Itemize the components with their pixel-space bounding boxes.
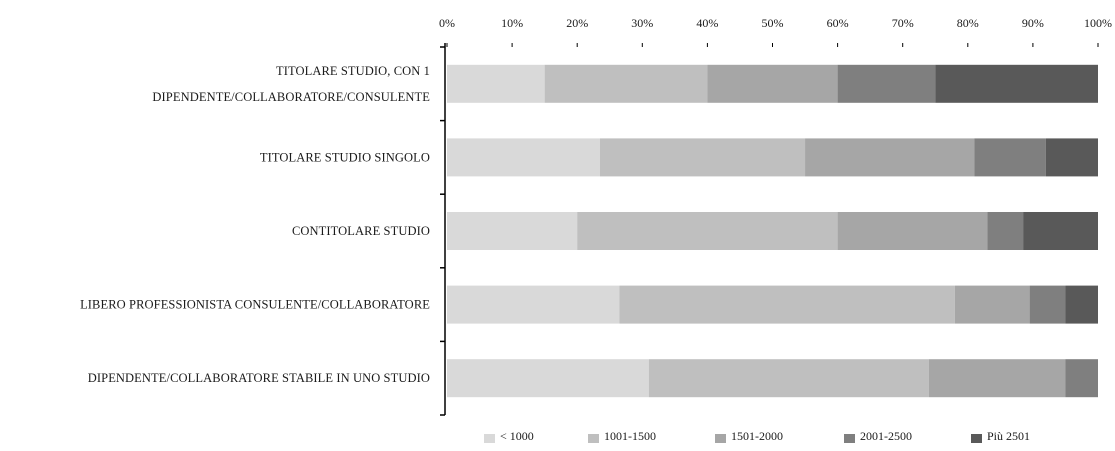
- bar-segment: [987, 212, 1024, 250]
- category-label: CONTITOLARE STUDIO: [292, 224, 430, 238]
- category-label: DIPENDENTE/COLLABORATORE STABILE IN UNO …: [88, 371, 430, 385]
- x-tick-label: 50%: [762, 16, 784, 30]
- bar-segment: [837, 212, 988, 250]
- bar-segment: [1065, 359, 1098, 398]
- legend-swatch: [484, 434, 495, 443]
- legend-swatch: [715, 434, 726, 443]
- legend-swatch: [844, 434, 855, 443]
- category-label: DIPENDENTE/COLLABORATORE/CONSULENTE: [152, 90, 430, 104]
- bar-segment: [974, 138, 1046, 177]
- bar-segment: [928, 359, 1066, 398]
- bar-series-group: [447, 64, 1098, 398]
- bar-segment: [447, 285, 620, 324]
- x-tick-label: 100%: [1084, 16, 1112, 30]
- x-tick-label: 90%: [1022, 16, 1044, 30]
- category-label: TITOLARE STUDIO, CON 1: [276, 64, 430, 78]
- bar-segment: [447, 64, 545, 103]
- bar-segment: [707, 64, 838, 103]
- x-tick-label: 40%: [696, 16, 718, 30]
- category-labels: TITOLARE STUDIO, CON 1 DIPENDENTE/COLLABO…: [80, 64, 430, 385]
- x-tick-label: 70%: [892, 16, 914, 30]
- bar-segment: [954, 285, 1030, 324]
- x-tick-label: 80%: [957, 16, 979, 30]
- x-tick-label: 30%: [631, 16, 653, 30]
- bar-segment: [1045, 138, 1098, 177]
- legend-swatch: [971, 434, 982, 443]
- legend: < 1000 1001-1500 1501-2000 2001-2500 Più 250…: [484, 429, 1030, 443]
- bar-segment: [577, 212, 838, 250]
- bar-segment: [447, 359, 649, 398]
- x-tick-label: 60%: [827, 16, 849, 30]
- bar-segment: [1065, 285, 1098, 324]
- bar-segment: [935, 64, 1098, 103]
- bar-segment: [837, 64, 936, 103]
- category-label: TITOLARE STUDIO SINGOLO: [260, 150, 430, 164]
- bar-segment: [544, 64, 708, 103]
- legend-swatch: [588, 434, 599, 443]
- legend-label: < 1000: [500, 429, 534, 443]
- bar-segment: [447, 138, 600, 177]
- legend-label: 1001-1500: [604, 429, 656, 443]
- legend-label: Più 2501: [987, 429, 1030, 443]
- x-tick-label: 10%: [501, 16, 523, 30]
- y-axis: [440, 43, 446, 416]
- bar-segment: [1023, 212, 1098, 250]
- bar-segment: [447, 212, 578, 250]
- bar-segment: [1029, 285, 1066, 324]
- x-axis: 0% 10% 20% 30% 40% 50% 60% 70% 80% 90% 100%: [439, 16, 1112, 47]
- bar-segment: [599, 138, 806, 177]
- legend-label: 2001-2500: [860, 429, 912, 443]
- x-tick-label: 0%: [439, 16, 455, 30]
- category-label: LIBERO PROFESSIONISTA CONSULENTE/COLLABO…: [80, 298, 430, 312]
- bar-segment: [619, 285, 955, 324]
- bar-segment: [648, 359, 929, 398]
- bar-segment: [805, 138, 975, 177]
- x-tick-label: 20%: [566, 16, 588, 30]
- legend-label: 1501-2000: [731, 429, 783, 443]
